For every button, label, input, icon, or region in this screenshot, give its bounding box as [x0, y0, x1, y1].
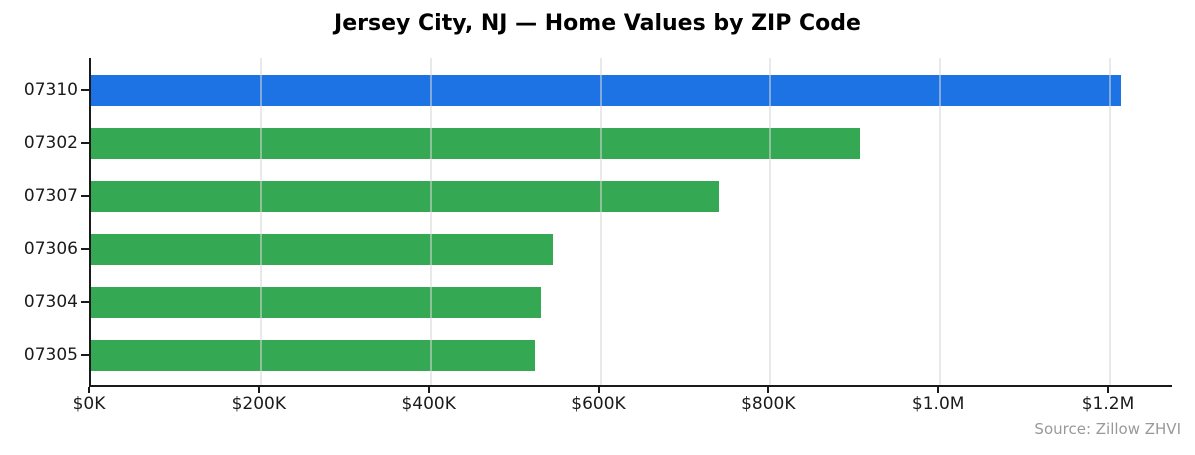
y-tick-mark-07307: [81, 195, 89, 197]
x-tick-mark-$600K: [597, 387, 600, 393]
gridline-$1.0M: [939, 58, 942, 385]
x-tick-mark-$0K: [88, 387, 90, 393]
bar-07307: [91, 180, 720, 212]
y-tick-mark-07302: [81, 142, 89, 144]
x-tick-label-$600K: $600K: [571, 394, 626, 414]
x-tick-mark-$800K: [767, 387, 770, 393]
gridline-$200K: [259, 58, 262, 385]
x-tick-mark-$1.0M: [937, 387, 940, 393]
x-tick-label-$800K: $800K: [741, 394, 796, 414]
y-tick-label-07307: 07307: [23, 186, 78, 206]
x-tick-mark-$1.2M: [1107, 387, 1109, 393]
y-tick-mark-07305: [81, 354, 89, 356]
x-tick-label-$1.0M: $1.0M: [911, 394, 965, 414]
x-tick-label-$0K: $0K: [72, 394, 106, 414]
bar-07304: [91, 286, 542, 318]
plot-area: [89, 58, 1172, 387]
y-tick-label-07302: 07302: [23, 133, 78, 153]
x-tick-mark-$400K: [427, 387, 430, 393]
y-tick-label-07304: 07304: [23, 292, 78, 312]
gridline-$600K: [599, 58, 602, 385]
x-tick-mark-$200K: [257, 387, 260, 393]
x-tick-label-$400K: $400K: [401, 394, 456, 414]
y-tick-mark-07306: [81, 248, 89, 250]
gridline-$1.2M: [1109, 58, 1111, 385]
source-note: Source: Zillow ZHVI: [1034, 420, 1181, 438]
y-tick-label-07310: 07310: [23, 80, 78, 100]
bar-07306: [91, 233, 553, 265]
y-tick-label-07306: 07306: [23, 239, 78, 259]
bar-07302: [91, 127, 860, 159]
y-tick-mark-07310: [81, 89, 89, 91]
gridline-$800K: [769, 58, 772, 385]
chart-title: Jersey City, NJ — Home Values by ZIP Cod…: [334, 11, 861, 36]
x-tick-label-$200K: $200K: [231, 394, 287, 414]
bar-07310: [91, 74, 1122, 106]
bar-07305: [91, 339, 536, 371]
y-tick-label-07305: 07305: [23, 345, 78, 365]
x-tick-label-$1.2M: $1.2M: [1081, 394, 1135, 414]
gridline-$400K: [429, 58, 432, 385]
y-tick-mark-07304: [81, 301, 89, 303]
